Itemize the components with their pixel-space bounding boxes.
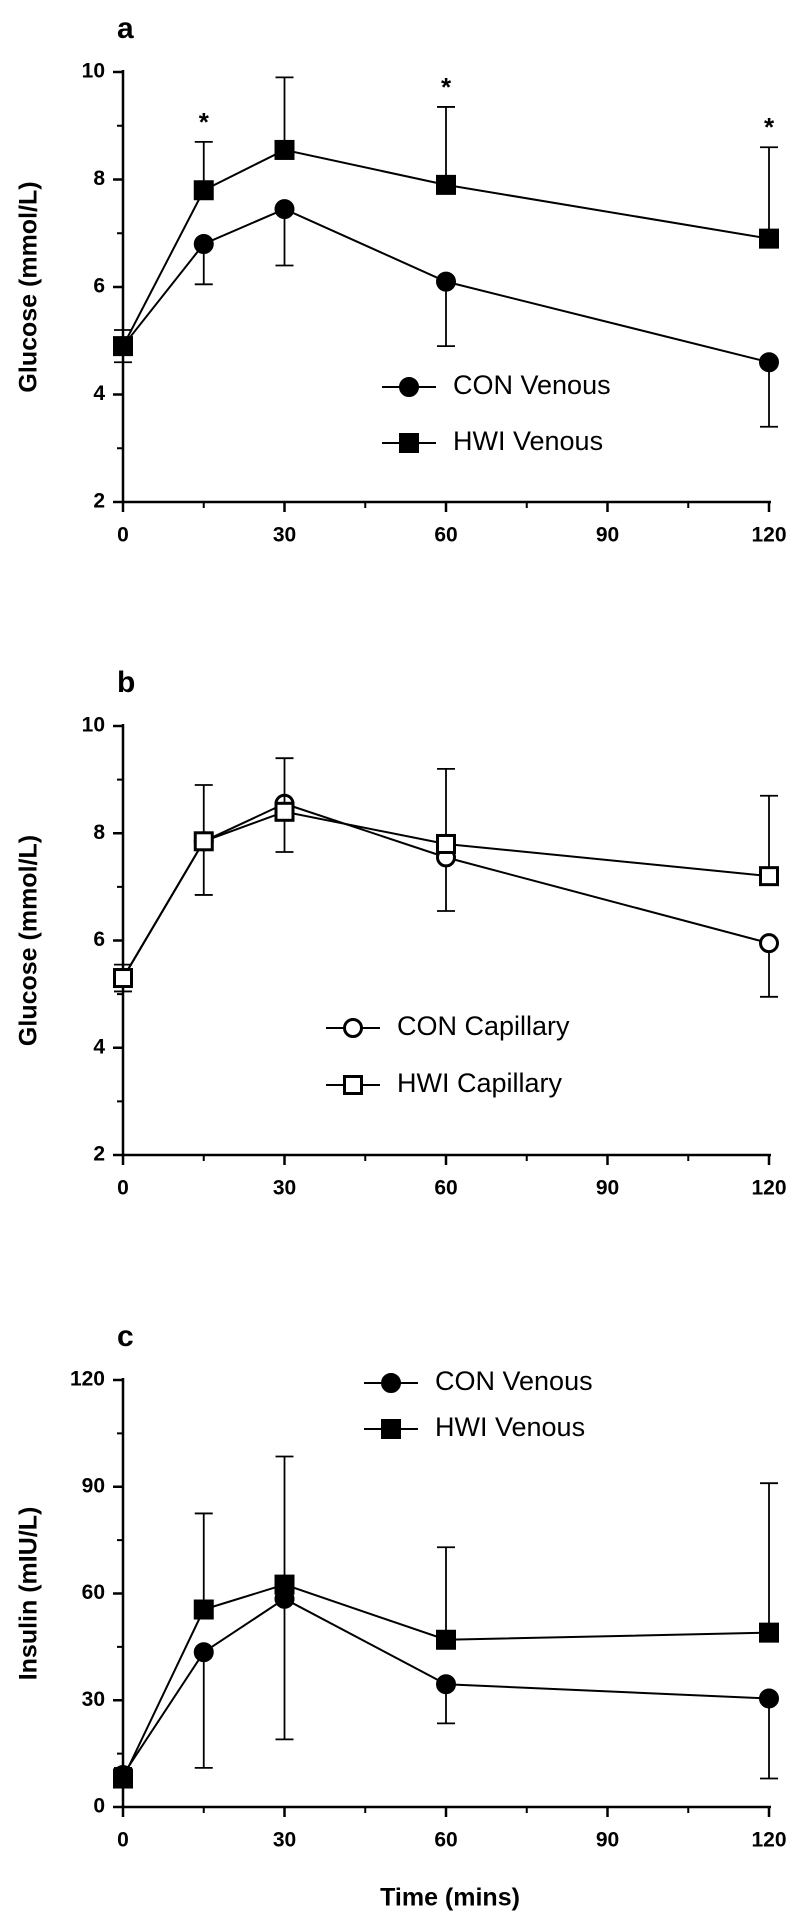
chart-a-y-tick-label: 4 — [93, 382, 105, 405]
chart-c-series-0-point — [759, 1688, 779, 1709]
chart-c-series-1-point — [193, 1599, 214, 1620]
chart-c-legend-marker — [381, 1419, 401, 1439]
chart-a-y-tick-label: 10 — [82, 60, 105, 83]
chart-b-panel-letter: b — [117, 666, 135, 699]
chart-b-y-tick-label: 4 — [93, 1035, 105, 1058]
chart-b-series-1-point — [759, 866, 779, 887]
chart-a-series-0-point — [193, 234, 214, 254]
chart-c-panel-letter: c — [117, 1320, 134, 1353]
chart-a-series-0-group — [113, 199, 779, 428]
chart-a-x-tick-label: 120 — [751, 524, 786, 547]
chart-b-y-tick-label: 10 — [82, 714, 105, 737]
chart-a-series-1-point — [759, 228, 779, 249]
chart-panel-a: a 2 4 6 8 10 0 30 60 90 120 Glucose (mmol/L) * * * CON … — [15, 12, 787, 547]
chart-c-legend: CON Venous HWI Venous — [364, 1366, 593, 1442]
chart-b-legend-marker — [343, 1075, 363, 1095]
chart-a-y-axis-title: Glucose (mmol/L) — [15, 181, 43, 392]
chart-b-y-tick-label: 2 — [93, 1143, 105, 1166]
chart-b-x-tick-label: 90 — [596, 1177, 619, 1200]
chart-a-significance-marker: * — [199, 107, 210, 137]
chart-c-series-1-point — [759, 1622, 779, 1643]
chart-a-legend-marker — [399, 377, 419, 397]
chart-b-series-1-point — [436, 833, 456, 854]
chart-b-series-1-point — [274, 801, 295, 822]
chart-a-series-0-point — [436, 271, 456, 292]
chart-a-panel-letter: a — [117, 12, 134, 45]
chart-b-legend: CON Capillary HWI Capillary — [326, 1011, 570, 1098]
chart-b-legend-marker — [343, 1018, 363, 1038]
chart-b-x-tick-label: 120 — [751, 1177, 786, 1200]
chart-a-y-tick-label: 2 — [93, 490, 105, 513]
chart-a-legend-marker — [399, 433, 419, 453]
chart-b-legend-label: HWI Capillary — [397, 1068, 563, 1098]
chart-c-legend-marker — [381, 1373, 401, 1393]
chart-c-legend-label: CON Venous — [435, 1366, 593, 1396]
chart-c-x-tick-label: 60 — [434, 1829, 457, 1852]
chart-c-x-tick-label: 90 — [596, 1829, 619, 1852]
chart-b-series-1-group — [113, 757, 779, 989]
chart-a-legend-label: HWI Venous — [453, 426, 603, 456]
chart-a-x-tick-label: 90 — [596, 524, 619, 547]
chart-a-series-1-group — [113, 76, 779, 357]
chart-b-legend-label: CON Capillary — [397, 1011, 570, 1041]
chart-c-y-tick-label: 0 — [93, 1795, 105, 1818]
chart-a-series-0-point — [274, 199, 295, 220]
chart-c-y-tick-label: 60 — [82, 1581, 105, 1604]
chart-c-series-0-point — [193, 1642, 214, 1663]
chart-c-x-axis-title: Time (mins) — [380, 1884, 520, 1912]
chart-a-series-0-point — [759, 352, 779, 373]
chart-a-x-tick-label: 0 — [117, 524, 129, 547]
chart-c-y-tick-label: 30 — [82, 1688, 105, 1711]
chart-a-y-tick-label: 6 — [93, 275, 105, 298]
chart-a-x-tick-label: 60 — [434, 524, 457, 547]
chart-c-series-1-point — [113, 1768, 133, 1789]
chart-b-y-tick-label: 6 — [93, 928, 105, 951]
chart-c-y-axis-title: Insulin (mIU/L) — [15, 1507, 43, 1681]
chart-a-legend: CON Venous HWI Venous — [382, 370, 611, 456]
chart-panel-c: c 0 30 60 90 120 0 30 60 90 120 Insulin (mIU/L) Time… — [15, 1320, 787, 1912]
chart-c-x-tick-label: 30 — [273, 1829, 296, 1852]
chart-c-legend-label: HWI Venous — [435, 1412, 585, 1442]
chart-b-series-1-point — [193, 831, 214, 852]
chart-b-y-tick-label: 8 — [93, 821, 105, 844]
chart-panel-b: b 2 4 6 8 10 0 30 60 90 120 Glucose (mmol/L) CON Cap… — [15, 666, 787, 1200]
chart-c-series-1-group — [113, 1455, 779, 1789]
chart-a-x-tick-label: 30 — [273, 524, 296, 547]
chart-a-significance-marker: * — [441, 72, 452, 102]
chart-b-x-tick-label: 0 — [117, 1177, 129, 1200]
chart-a-series-1-point — [274, 139, 295, 160]
chart-b-series-1-point — [113, 968, 133, 989]
chart-c-series-1-point — [436, 1629, 456, 1650]
chart-b-x-tick-label: 30 — [273, 1177, 296, 1200]
chart-a-series-1-point — [113, 336, 133, 357]
chart-c-y-tick-label: 120 — [70, 1368, 105, 1391]
chart-c-series-1-point — [274, 1574, 295, 1595]
chart-c-series-0-point — [436, 1674, 456, 1695]
chart-a-significance-marker: * — [764, 112, 775, 142]
chart-c-x-tick-label: 120 — [751, 1829, 786, 1852]
chart-b-series-0-point — [759, 933, 779, 954]
chart-c-x-tick-label: 0 — [117, 1829, 129, 1852]
chart-b-y-axis-title: Glucose (mmol/L) — [15, 835, 43, 1046]
chart-a-legend-label: CON Venous — [453, 370, 611, 400]
chart-c-y-tick-label: 90 — [82, 1474, 105, 1497]
chart-a-series-1-point — [193, 180, 214, 201]
chart-a-series-1-point — [436, 174, 456, 195]
chart-a-y-tick-label: 8 — [93, 167, 105, 190]
chart-b-x-tick-label: 60 — [434, 1177, 457, 1200]
